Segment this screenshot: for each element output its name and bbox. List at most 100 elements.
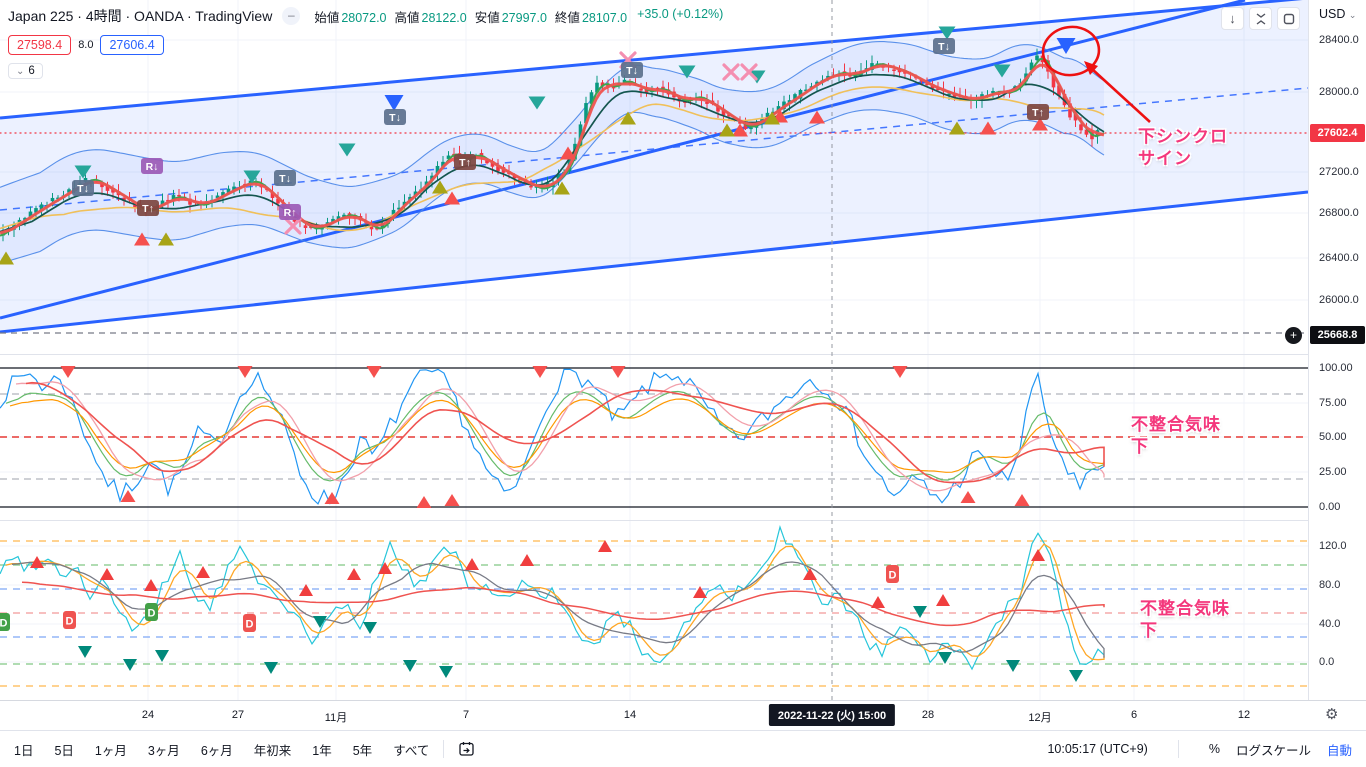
time-axis-label: 12月 — [1028, 712, 1052, 724]
crosshair-date-tooltip: 2022-11-22 (火) 15:00 — [768, 704, 896, 726]
maximize-pane-icon[interactable] — [1277, 7, 1300, 30]
ohlc-readout: 始値 28072.0 高値 28122.0 安値 27997.0 終値 28107.0 … — [314, 7, 723, 26]
svg-text:T↓: T↓ — [389, 112, 401, 124]
svg-text:D: D — [66, 616, 74, 628]
bottom-toolbar: 1日 5日 1ヶ月 3ヶ月 6ヶ月 年初来 1年 5年 すべて 10:05:17 (UTC+9)… — [0, 730, 1366, 767]
moving-averages — [0, 57, 1105, 237]
time-axis-label: 14 — [623, 709, 637, 721]
range-button[interactable]: 1ヶ月 — [94, 743, 127, 758]
svg-text:T↓: T↓ — [626, 65, 638, 77]
move-pane-down-icon[interactable]: ↓ — [1221, 7, 1244, 30]
time-axis[interactable]: 24 27 11月 7 14 28 12月 6 12 2022-11-22 (火) 15:00 … — [0, 700, 1366, 730]
add-alert-plus-icon[interactable]: + — [1285, 327, 1302, 344]
signal-badge: T↓ — [72, 180, 94, 196]
d-signal-badge: D — [243, 614, 256, 632]
last-price-chip: 27602.4 — [1310, 124, 1365, 142]
chart-header: Japan 225 · 4時間 · OANDA · TradingView – … — [8, 6, 723, 79]
price-axis-label: 0.00 — [1319, 501, 1341, 513]
time-axis-label: 27 — [231, 709, 245, 721]
gear-icon[interactable]: ⚙ — [1325, 706, 1339, 723]
range-button[interactable]: すべて — [393, 743, 430, 758]
price-axis-label: 26800.0 — [1319, 207, 1359, 219]
stoch-series-slow-2 — [25, 381, 1105, 484]
price-axis-label: 26400.0 — [1319, 252, 1359, 264]
price-scale[interactable]: USD ⌄ 28400.0 28000.0 27200.0 26800.0 26400.… — [1285, 0, 1366, 700]
stoch-series-slow-1 — [15, 381, 1105, 492]
signal-badge: T↑ — [454, 154, 476, 170]
log-scale-button[interactable]: ログスケール — [1235, 743, 1311, 758]
minimize-icon[interactable]: – — [282, 7, 301, 25]
price-axis-label: 50.00 — [1319, 431, 1347, 443]
svg-text:T↓: T↓ — [77, 183, 89, 195]
symbol-title[interactable]: Japan 225 · 4時間 · OANDA · TradingView — [8, 8, 273, 24]
signal-badge: T↓ — [933, 38, 955, 54]
svg-text:T↓: T↓ — [938, 41, 950, 53]
hand-drawn-arrow — [1091, 68, 1151, 123]
currency-selector[interactable]: USD ⌄ — [1319, 7, 1356, 21]
drawing-annotations — [1041, 25, 1151, 123]
buy-price-button[interactable]: 27606.4 — [100, 35, 164, 55]
percent-scale-button[interactable]: % — [1208, 742, 1220, 756]
change-value: +35.0 (+0.12%) — [637, 6, 724, 21]
rci-series-rci-slow — [21, 581, 1105, 627]
time-axis-label: 6 — [1130, 709, 1138, 721]
svg-text:T↑: T↑ — [1032, 107, 1044, 119]
chart-canvas[interactable]: T↓ R↓ T↑ T↓ R↑ T↓ T↑ T↓ T↓ T↑ D D D D D — [0, 0, 1308, 700]
go-to-date-icon[interactable] — [458, 740, 476, 758]
svg-text:R↓: R↓ — [146, 161, 159, 173]
signal-badge: R↓ — [141, 158, 163, 174]
price-axis-label: 26000.0 — [1319, 294, 1359, 306]
d-signal-badge: D — [0, 613, 10, 631]
range-button[interactable]: 1日 — [14, 743, 34, 758]
chevron-down-icon: ⌄ — [16, 65, 25, 77]
svg-text:T↓: T↓ — [279, 173, 291, 185]
signal-badge: T↓ — [274, 170, 296, 186]
stochastic-panel — [0, 366, 1308, 508]
low-label: 安値 — [474, 10, 500, 25]
indicators-collapse-button[interactable]: ⌄ 6 — [8, 63, 43, 79]
clock-utc[interactable]: 10:05:17 (UTC+9) — [1047, 742, 1148, 756]
open-label: 始値 — [314, 10, 340, 25]
range-button[interactable]: 3ヶ月 — [147, 743, 180, 758]
stoch-series-k3 — [9, 398, 1105, 474]
svg-text:D: D — [148, 608, 156, 620]
currency-label: USD — [1319, 7, 1346, 21]
price-axis-label: 27200.0 — [1319, 166, 1359, 178]
range-button[interactable]: 年初来 — [253, 743, 292, 758]
price-axis-label: 120.0 — [1319, 540, 1347, 552]
pane-controls: ↓ — [1221, 7, 1300, 30]
d-signal-badge: D — [63, 611, 76, 629]
svg-text:T↑: T↑ — [459, 157, 471, 169]
price-axis-label: 75.00 — [1319, 397, 1347, 409]
price-axis-label: 28000.0 — [1319, 86, 1359, 98]
range-button[interactable]: 5日 — [54, 743, 74, 758]
date-range-buttons: 1日 5日 1ヶ月 3ヶ月 6ヶ月 年初来 1年 5年 すべて — [14, 740, 429, 759]
svg-text:D: D — [0, 618, 8, 630]
sell-price-button[interactable]: 27598.4 — [8, 35, 72, 55]
high-label: 高値 — [394, 10, 420, 25]
signal-badge: T↓ — [621, 62, 643, 78]
time-axis-label: 11月 — [324, 712, 348, 724]
price-axis-label: 40.0 — [1319, 618, 1341, 630]
svg-text:T↑: T↑ — [142, 203, 154, 215]
signal-badge: T↑ — [137, 200, 159, 216]
range-button[interactable]: 5年 — [352, 743, 373, 758]
price-axis-label: 28400.0 — [1319, 34, 1359, 46]
hand-drawn-circle — [1041, 25, 1101, 77]
svg-text:R↑: R↑ — [284, 207, 297, 219]
collapse-pane-icon[interactable] — [1249, 7, 1272, 30]
divider — [1177, 740, 1179, 758]
d-signal-badge: D — [886, 565, 899, 583]
range-button[interactable]: 1年 — [312, 743, 332, 758]
auto-scale-button[interactable]: 自動 — [1326, 743, 1352, 758]
time-axis-label: 28 — [921, 709, 935, 721]
rci-series-rci-short — [0, 525, 1105, 671]
rci-series-rci-long — [11, 561, 1105, 658]
chevron-down-icon: ⌄ — [1348, 10, 1357, 20]
price-axis-label: 80.0 — [1319, 579, 1341, 591]
price-axis-label: 25.00 — [1319, 466, 1347, 478]
price-axis-label: 100.00 — [1319, 362, 1353, 374]
time-axis-label: 24 — [141, 709, 155, 721]
range-button[interactable]: 6ヶ月 — [200, 743, 233, 758]
rci-series-rci-mid — [5, 543, 1105, 661]
